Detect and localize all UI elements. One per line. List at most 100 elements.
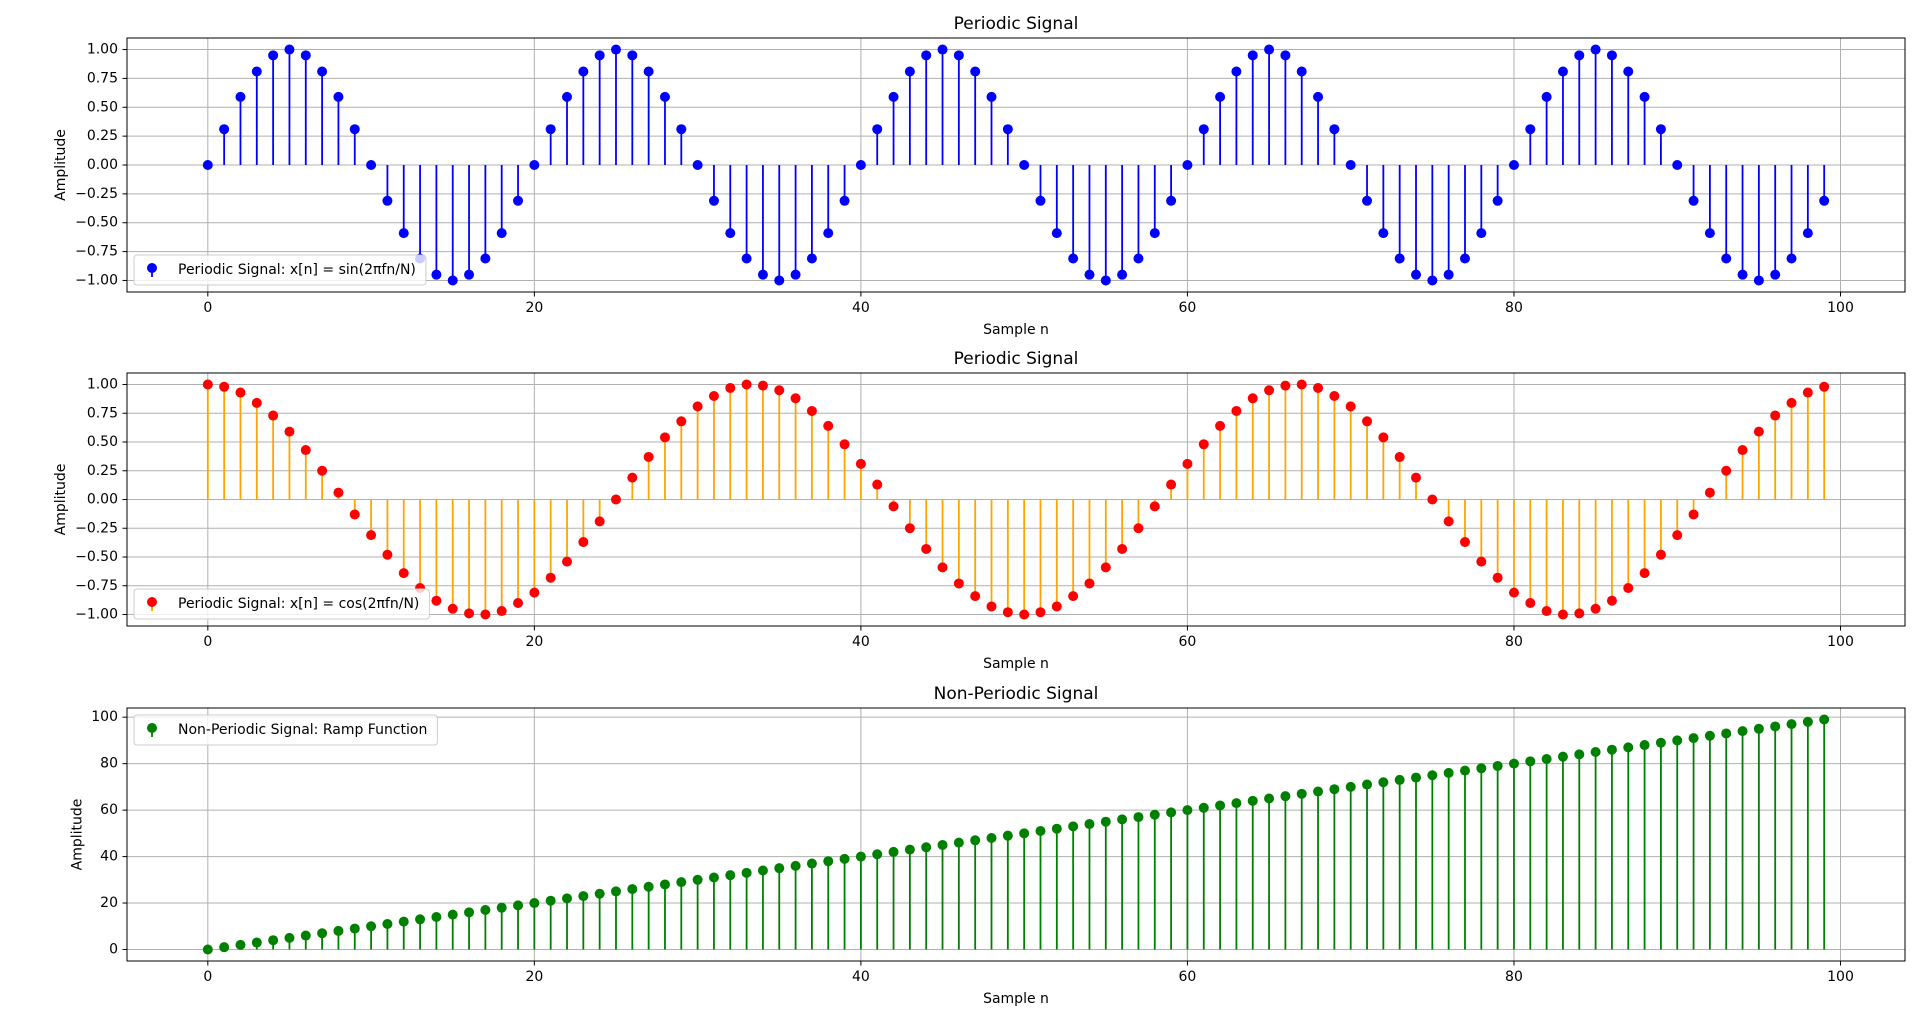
x-axis-label: Sample n [983,322,1049,338]
stem-marker [1492,760,1503,771]
stem-marker [529,587,540,598]
stem-marker [447,275,458,286]
y-tick-label: 0.25 [87,128,118,144]
stem-marker [545,572,556,583]
stem-marker [1296,379,1307,390]
stem-marker [839,853,850,864]
chart-title: Periodic Signal [954,14,1079,34]
stem-marker [300,445,311,456]
stem-marker [790,393,801,404]
stem-marker [708,872,719,883]
y-tick-label: −0.75 [75,244,118,260]
stem-marker [1198,802,1209,813]
stem-marker [398,916,409,927]
stem-marker [643,451,654,462]
stem-marker [496,228,507,239]
stem-marker [1704,487,1715,498]
stem-marker [317,66,328,77]
stem-marker [1786,253,1797,264]
stem-marker [349,124,360,135]
stem-marker [431,269,442,280]
stem-marker [1133,812,1144,823]
stem-marker [1182,458,1193,469]
stem-marker [431,595,442,606]
stem-marker [708,391,719,401]
stem-marker [1280,380,1291,391]
stem-marker [1492,195,1503,206]
stem-marker [1721,728,1732,739]
stem-marker [1737,726,1748,737]
stem-marker [1231,66,1242,77]
stem-marker [1313,786,1324,797]
stem-marker [1541,606,1552,617]
stem-marker [219,942,230,953]
stem-marker [1247,795,1258,806]
x-tick-label: 80 [1505,300,1523,316]
stem-marker [513,598,524,608]
stem-marker [1721,465,1732,476]
subplot: −1.00 −0.75 −0.50 −0.25 0.00 0.25 0.50 0.75 1.00… [53,349,1906,672]
stem-marker [610,886,621,897]
stem-marker [741,253,752,264]
stem-marker [480,905,491,916]
stem-marker [562,91,573,102]
stem-marker [627,50,638,61]
stem-marker [692,160,703,170]
y-tick-label: 0.50 [87,99,118,115]
stem-marker [1753,723,1764,734]
stem-marker [1035,607,1046,618]
stem-marker [1345,781,1356,792]
stem-marker [659,432,670,443]
stem-marker [1329,124,1340,135]
x-tick-label: 40 [852,634,870,650]
stem-marker [1427,494,1438,505]
stem-marker [806,253,817,264]
legend-box [133,254,427,286]
stem-marker [1117,269,1128,280]
stem-marker [1264,793,1275,804]
stem-marker [1002,830,1013,841]
stem-marker [1819,714,1830,725]
stem-marker [610,44,621,55]
stem-marker [1492,572,1503,583]
stem-marker [1362,779,1373,790]
stem-marker [823,228,834,239]
stem-marker [1378,432,1389,443]
stem-marker [447,603,458,614]
stem-marker [1345,160,1356,170]
stem-marker [1002,607,1013,618]
stem-marker [1459,765,1470,776]
stem-marker [904,66,915,77]
stem-marker [480,609,491,620]
stem-marker [676,877,687,888]
stem-marker [235,91,246,102]
stem-marker [790,860,801,871]
stem-marker [1802,228,1813,239]
stem-marker [545,895,556,906]
stem-marker [1247,393,1258,404]
axes-frame [126,707,1906,962]
stem-marker [1296,66,1307,77]
stem-marker [1508,587,1519,598]
stem-marker [1672,530,1683,541]
stem-marker [1362,416,1373,427]
stem-marker [1459,253,1470,264]
stem-marker [1133,523,1144,534]
stem-marker [1688,733,1699,744]
y-tick-label: −0.50 [75,215,118,231]
stem-marker [1084,819,1095,830]
axes-frame [126,372,1906,627]
stem-marker [1117,543,1128,554]
y-tick-label: 1.00 [87,42,118,58]
stem-marker [904,844,915,855]
stem-marker [1002,124,1013,135]
stem-marker [1296,788,1307,799]
stem-marker [1623,742,1634,753]
legend-box [133,714,438,746]
stem-marker [1019,828,1030,839]
stem-marker [1068,591,1079,602]
stem-marker [268,410,279,421]
stem-marker [643,881,654,892]
stem-marker [1427,770,1438,781]
